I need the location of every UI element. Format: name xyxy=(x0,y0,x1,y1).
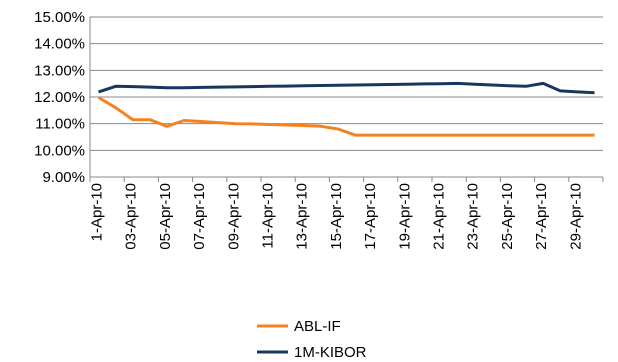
series-lines xyxy=(97,81,595,137)
legend-label-abl-if: ABL-IF xyxy=(294,318,341,335)
x-tick-label: 15-Apr-10 xyxy=(328,183,345,250)
y-tick-label: 13.00% xyxy=(34,62,85,79)
y-tick-label: 12.00% xyxy=(34,89,85,106)
x-tick-label: 17-Apr-10 xyxy=(362,183,379,250)
x-tick-label: 11-Apr-10 xyxy=(260,183,277,249)
x-tick-label: 27-Apr-10 xyxy=(533,183,550,250)
x-axis: 1-Apr-10 03-Apr-10 05-Apr-10 07-Apr-10 09-Ap… xyxy=(89,176,604,250)
x-tick-label: 19-Apr-10 xyxy=(396,183,413,250)
y-tick-label: 11.00% xyxy=(35,116,85,133)
x-tick-label: 13-Apr-10 xyxy=(294,183,311,250)
x-tick-label: 25-Apr-10 xyxy=(499,183,516,250)
y-tick-label: 9.00% xyxy=(42,169,85,186)
x-tick-label: 03-Apr-10 xyxy=(123,183,140,250)
x-tick-label: 09-Apr-10 xyxy=(225,183,242,250)
y-tick-label: 14.00% xyxy=(34,36,85,53)
x-tick-label: 07-Apr-10 xyxy=(191,183,208,250)
y-tick-label: 10.00% xyxy=(34,142,85,159)
y-axis: 9.00% 10.00% 11.00% 12.00% 13.00% 14.00% 15.00… xyxy=(34,9,91,186)
x-tick-label: 05-Apr-10 xyxy=(157,183,174,250)
gridlines xyxy=(90,16,603,178)
series-line-abl-if xyxy=(97,96,595,137)
x-tick-label: 1-Apr-10 xyxy=(89,183,106,241)
x-tick-label: 29-Apr-10 xyxy=(567,183,584,250)
y-tick-label: 15.00% xyxy=(34,9,85,26)
legend-label-1m-kibor: 1M-KIBOR xyxy=(294,344,367,361)
series-line-1m-kibor xyxy=(98,81,595,95)
x-tick-label: 23-Apr-10 xyxy=(465,183,482,250)
x-tick-label: 21-Apr-10 xyxy=(431,183,448,250)
legend: ABL-IF 1M-KIBOR xyxy=(257,318,367,361)
